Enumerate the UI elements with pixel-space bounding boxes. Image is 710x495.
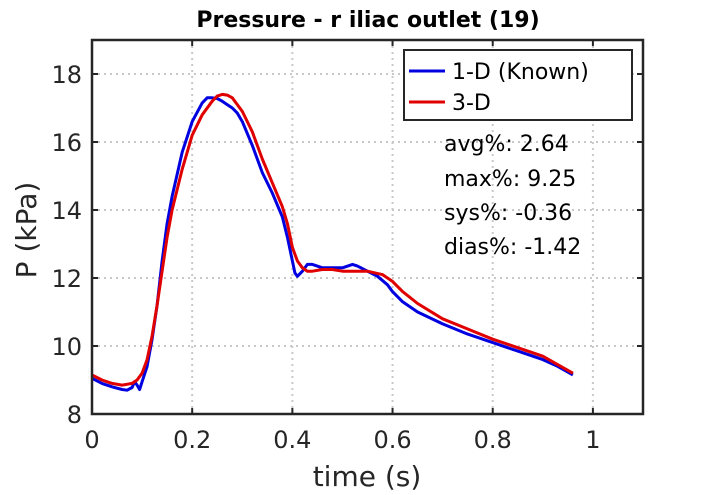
y-tick-label: 10 (51, 333, 82, 361)
legend-label-1d: 1-D (Known) (452, 60, 589, 85)
chart-title: Pressure - r iliac outlet (19) (196, 8, 539, 33)
x-tick-label: 0.4 (273, 426, 311, 454)
x-tick-label: 0.6 (373, 426, 411, 454)
y-tick-label: 12 (51, 265, 82, 293)
stat-max: max%: 9.25 (444, 167, 576, 192)
x-tick-label: 0 (84, 426, 99, 454)
legend-box (403, 49, 633, 121)
legend-label-3d: 3-D (452, 91, 491, 116)
y-tick-label: 14 (51, 197, 82, 225)
series-line-3d (91, 92, 574, 387)
x-tick-label: 0.2 (173, 426, 211, 454)
series-line-1d (91, 96, 574, 392)
legend: 1-D (Known) 3-D (403, 49, 633, 121)
y-tick-label: 8 (67, 401, 82, 429)
stat-avg: avg%: 2.64 (444, 132, 569, 157)
y-axis-label: P (kPa) (10, 182, 43, 279)
stat-dias: dias%: -1.42 (444, 235, 581, 260)
series-lines (91, 92, 574, 392)
plot-area-frame (90, 38, 645, 416)
grid (92, 40, 643, 414)
y-tick-label: 18 (51, 61, 82, 89)
x-axis-label: time (s) (313, 460, 422, 493)
y-tick-label: 16 (51, 129, 82, 157)
x-tick-label: 0.8 (474, 426, 512, 454)
error-stats: avg%: 2.64 max%: 9.25 sys%: -0.36 dias%:… (444, 132, 581, 260)
stat-sys: sys%: -0.36 (444, 201, 572, 226)
x-tick-label: 1 (585, 426, 600, 454)
